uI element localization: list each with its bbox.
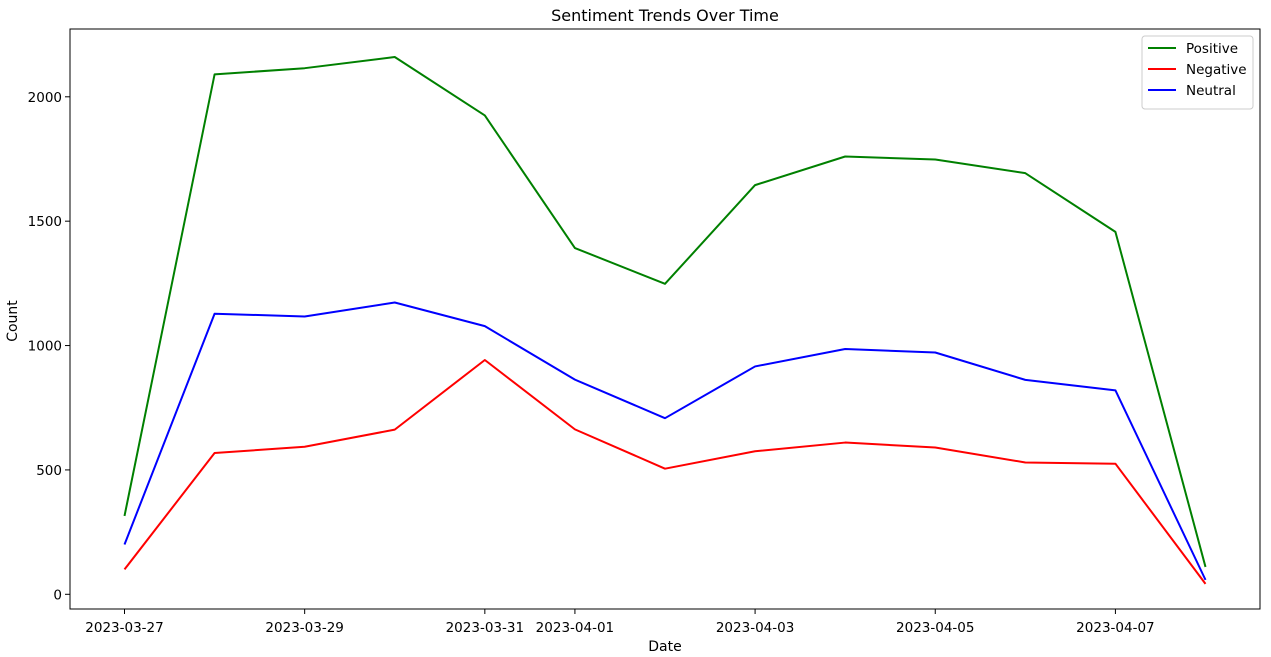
y-tick-label: 500 — [36, 463, 62, 479]
y-tick-label: 1000 — [28, 339, 62, 355]
series-line-neutral — [123, 301, 1207, 581]
x-tick-label: 2023-03-29 — [265, 620, 343, 636]
y-axis-label: Count — [5, 300, 21, 342]
y-tick-label: 0 — [53, 587, 62, 603]
plot-area: 0 500 1000 1500 2000 2023-03-27 2023-03-29 2023… — [28, 56, 1207, 636]
legend-label-neutral: Neutral — [1186, 83, 1236, 99]
x-axis-label: Date — [648, 639, 681, 655]
y-tick-label: 1500 — [28, 214, 62, 230]
series-line-positive — [123, 56, 1207, 568]
x-tick-label: 2023-04-05 — [896, 620, 974, 636]
x-tick-label: 2023-03-27 — [85, 620, 163, 636]
legend-label-positive: Positive — [1186, 41, 1238, 57]
x-tick-label: 2023-04-03 — [716, 620, 794, 636]
legend-label-negative: Negative — [1186, 62, 1247, 78]
x-tick-label: 2023-04-07 — [1076, 620, 1154, 636]
y-tick-label: 2000 — [28, 90, 62, 106]
plot-frame — [69, 28, 1261, 610]
legend: Positive Negative Neutral — [1141, 35, 1254, 110]
x-tick-label: 2023-04-01 — [536, 620, 614, 636]
chart-title: Sentiment Trends Over Time — [551, 6, 779, 25]
series-line-negative — [123, 358, 1207, 585]
x-tick-label: 2023-03-31 — [446, 620, 524, 636]
